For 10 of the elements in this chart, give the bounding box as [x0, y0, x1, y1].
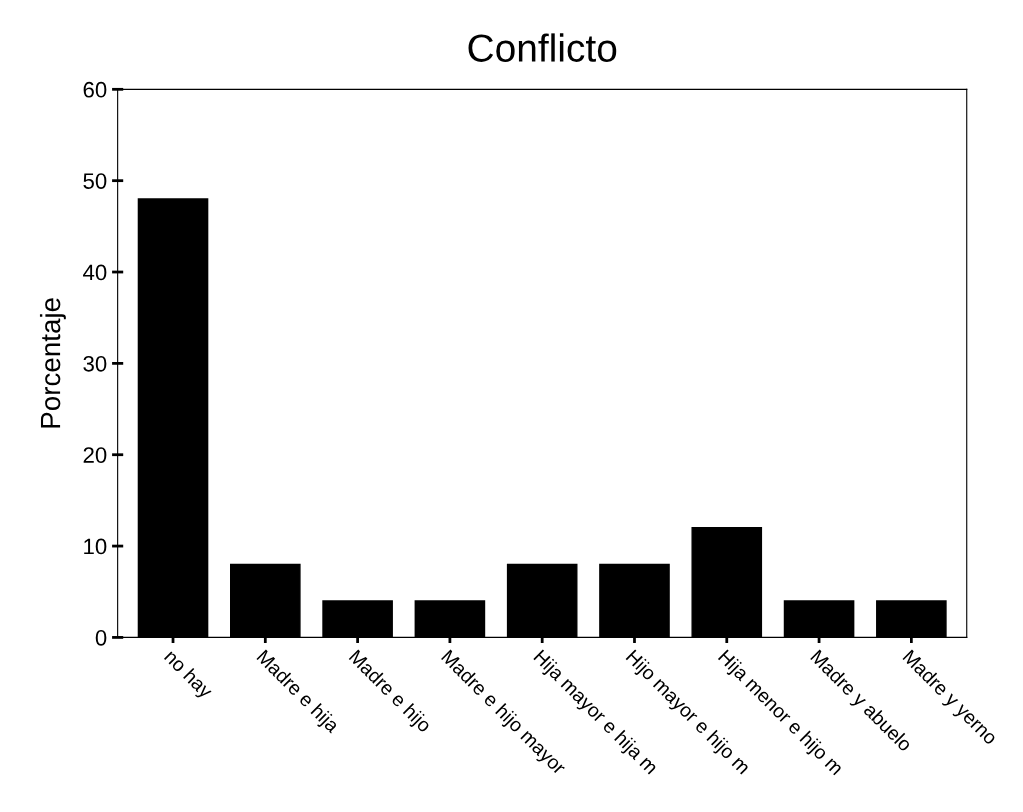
y-tick-label: 40: [83, 264, 107, 281]
y-axis-title: Porcentaje: [39, 298, 66, 428]
y-tick-label: 30: [83, 355, 107, 372]
x-tick-label: no hay: [161, 648, 215, 702]
y-tick-label: 10: [84, 538, 107, 555]
y-tick-label: 60: [83, 81, 107, 98]
y-tick-label: 20: [83, 447, 107, 463]
chart-title: Conflicto: [468, 33, 617, 62]
y-tick-label: 50: [83, 173, 107, 189]
y-tick-label: 0: [95, 629, 107, 646]
